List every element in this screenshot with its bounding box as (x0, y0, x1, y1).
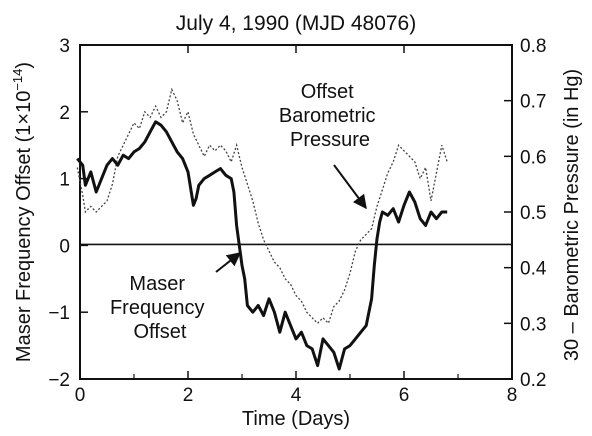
annotation-maser-line-1: Maser (129, 273, 185, 295)
right-y-tick-label: 0.6 (520, 147, 546, 168)
annotation-maser: Maser Frequency Offset (110, 252, 242, 343)
left-y-axis-label-close: ) (13, 62, 35, 69)
annotation-barometric: Offset Barometric Pressure (279, 81, 381, 210)
annotation-maser-line-2: Frequency (110, 297, 205, 319)
right-y-axis-label: 30 – Barometric Pressure (in Hg) (561, 69, 583, 361)
annotation-barometric-line-1: Offset (301, 81, 354, 103)
left-y-axis-label-exponent: −14 (10, 69, 25, 91)
x-tick-label: 4 (291, 385, 302, 406)
x-tick-label: 2 (183, 385, 194, 406)
left-y-tick-label: 3 (59, 36, 70, 57)
right-y-tick-label: 0.4 (520, 259, 547, 280)
x-axis-label: Time (Days) (242, 408, 350, 430)
right-y-tick-label: 0.8 (520, 36, 546, 57)
right-y-tick-label: 0.7 (520, 92, 546, 113)
right-y-axis: 0.2 0.3 0.4 0.5 0.6 0.7 0.8 (504, 36, 547, 391)
right-y-tick-label: 0.3 (520, 314, 546, 335)
x-axis: 0 2 4 6 8 (75, 45, 518, 406)
annotation-maser-line-3: Offset (134, 321, 187, 343)
right-y-tick-label: 0.5 (520, 203, 546, 224)
chart-title: July 4, 1990 (MJD 48076) (176, 12, 416, 35)
left-y-axis-label-text: Maser Frequency Offset (1×10 (13, 91, 35, 362)
left-y-axis: −2 −1 0 1 2 3 (48, 36, 88, 391)
x-tick-label: 0 (75, 385, 86, 406)
x-tick-label: 6 (399, 385, 410, 406)
svg-text:Offset Barometric: Offset Barometric Pressure (279, 81, 381, 151)
maser-series-line (76, 120, 448, 371)
left-y-axis-label: Maser Frequency Offset (1×10−14) (10, 62, 35, 362)
left-y-tick-label: −1 (48, 303, 70, 324)
left-y-tick-label: −2 (48, 370, 70, 391)
left-y-tick-label: 2 (59, 103, 70, 124)
left-y-tick-label: 1 (59, 170, 70, 191)
right-y-tick-label: 0.2 (520, 370, 546, 391)
left-y-tick-label: 0 (59, 236, 70, 257)
annotation-barometric-line-2: Barometric (279, 105, 376, 127)
annotation-maser-arrow (215, 252, 242, 273)
svg-text:Maser Frequency Of: Maser Frequency Offset (110, 273, 210, 343)
annotation-barometric-arrow (333, 164, 367, 210)
x-tick-label: 8 (507, 385, 518, 406)
annotation-barometric-line-3: Pressure (290, 129, 370, 151)
